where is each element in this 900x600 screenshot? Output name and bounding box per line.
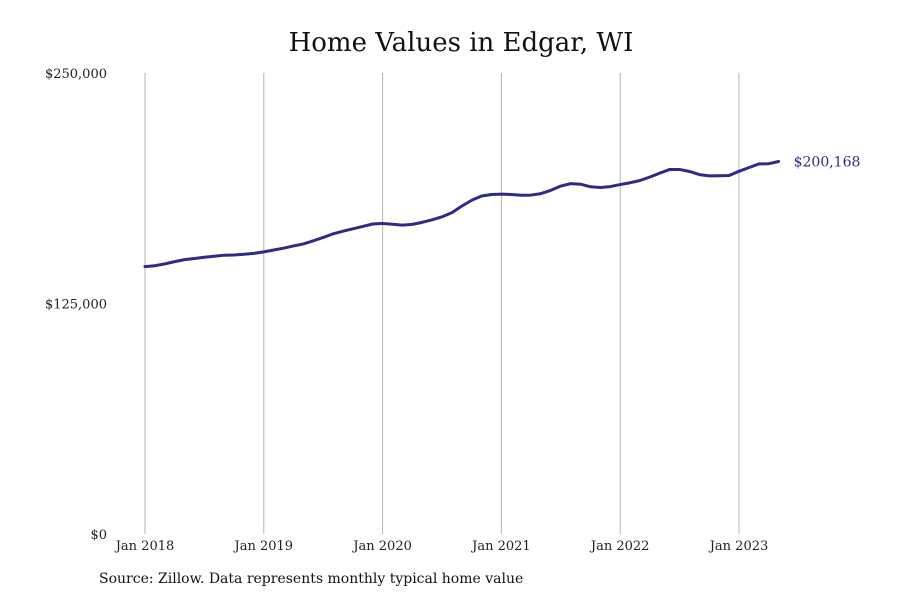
y-tick-label: $0: [90, 528, 107, 543]
series-end-label: $200,168: [794, 155, 861, 171]
series-line: [143, 160, 781, 269]
x-tick-label: Jan 2022: [589, 539, 650, 554]
y-axis: $0 $125,000 $250,000: [45, 67, 107, 543]
x-axis: Jan 2018 Jan 2019 Jan 2020 Jan 2021 Jan 2022…: [114, 539, 769, 554]
source-note: Source: Zillow. Data represents monthly …: [99, 571, 524, 587]
y-tick-label: $125,000: [45, 298, 107, 313]
chart-title: Home Values in Edgar, WI: [289, 28, 634, 58]
y-tick-label: $250,000: [45, 67, 107, 82]
gridlines: [144, 73, 740, 534]
series-layer: $200,168: [143, 155, 861, 269]
x-tick-label: Jan 2020: [351, 539, 412, 554]
x-tick-label: Jan 2021: [470, 539, 531, 554]
x-tick-label: Jan 2019: [233, 539, 294, 554]
x-tick-label: Jan 2018: [114, 539, 175, 554]
x-tick-label: Jan 2023: [708, 539, 769, 554]
